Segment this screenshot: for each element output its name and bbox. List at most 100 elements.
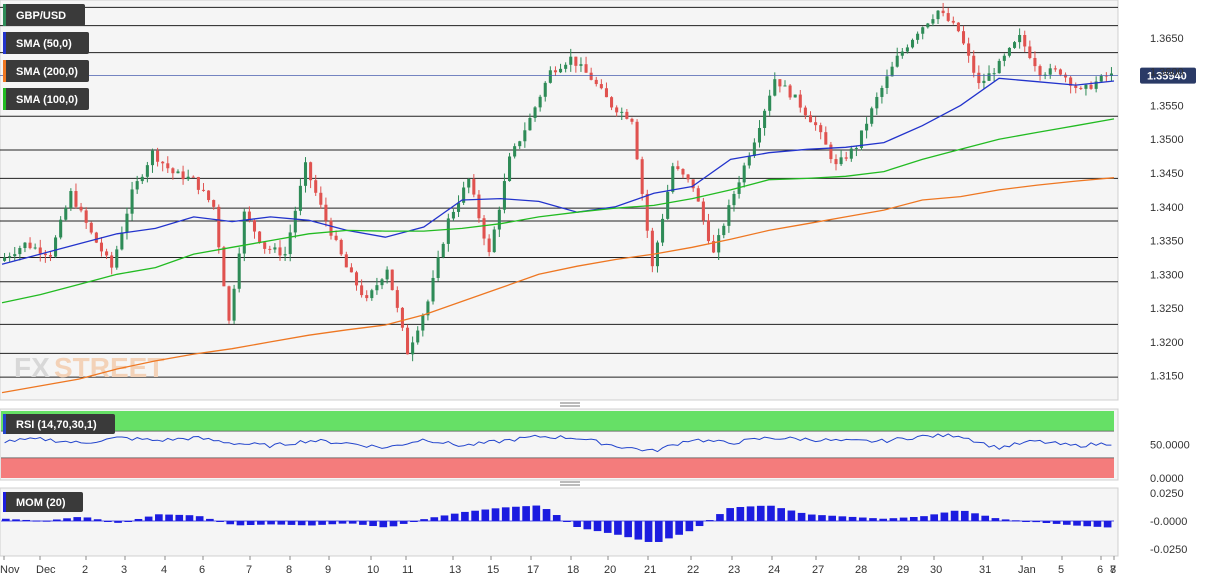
candle (64, 205, 68, 221)
candle (1038, 64, 1042, 81)
mom-bar (185, 515, 194, 521)
candle (620, 107, 624, 121)
candle (977, 65, 981, 89)
indicator-labels: RSI (14,70,30,1) MOM (20) (3, 414, 115, 512)
candle-body (84, 210, 88, 223)
candle-body (390, 269, 394, 291)
candle (110, 251, 114, 275)
candle (497, 206, 501, 238)
mom-bar (838, 516, 847, 521)
candle (324, 197, 328, 227)
candle (314, 174, 318, 196)
candle-body (288, 232, 292, 255)
candle-body (451, 211, 455, 219)
time-tick-label: 27 (812, 564, 824, 576)
mom-bar (328, 521, 337, 525)
mom-bar (216, 521, 224, 522)
mom-bar (430, 517, 439, 521)
candle (482, 215, 486, 246)
candle (145, 161, 149, 183)
mom-bar (1052, 521, 1061, 524)
candle (207, 190, 211, 203)
mom-bar (532, 505, 541, 521)
candle-body (610, 97, 614, 108)
candle (890, 61, 894, 77)
candle (910, 38, 915, 49)
candle (201, 183, 206, 192)
candle-body (421, 315, 425, 331)
mom-bar (297, 521, 306, 526)
current-price-marker: 1.35940 (0, 67, 1196, 84)
time-tick-label: 22 (687, 564, 699, 576)
rsi-tick-label: 0.0000 (1150, 473, 1184, 485)
candle (1018, 28, 1022, 49)
candle (564, 62, 568, 73)
time-tick-label: 24 (768, 564, 780, 576)
candle (1053, 65, 1057, 72)
candle-body (324, 204, 328, 221)
candle-body (508, 156, 512, 182)
candle-body (145, 165, 149, 177)
mom-bar (1042, 521, 1051, 524)
candle-body (824, 132, 828, 145)
mom-bar (359, 521, 367, 525)
mom-bar (399, 521, 408, 524)
candle-body (426, 301, 430, 316)
price-tick-label: 1.3300 (1150, 269, 1184, 281)
candle-body (870, 108, 874, 124)
candle (961, 25, 966, 46)
mom-tick-label: -0.0250 (1150, 544, 1187, 556)
candle (258, 230, 262, 244)
mom-bar (440, 515, 449, 521)
sma-200-line (1, 177, 1115, 394)
candle-body (1094, 81, 1098, 89)
candle-body (18, 248, 22, 255)
candle (227, 285, 231, 324)
mom-bar (940, 512, 949, 521)
time-tick-label: 7 (1110, 564, 1116, 576)
candle-body (553, 70, 557, 73)
candle-body (982, 80, 986, 84)
candle-body (798, 94, 802, 108)
candle-body (120, 232, 124, 250)
legend-swatch (3, 88, 6, 110)
panel-resize-handle[interactable] (560, 481, 580, 486)
candle (38, 239, 42, 262)
candle-body (645, 193, 649, 231)
time-tick-label: 8 (1110, 564, 1116, 576)
time-tick-label: 6 (1097, 564, 1103, 576)
candle-body (778, 79, 782, 87)
candle-body (319, 192, 323, 205)
candle (819, 122, 823, 140)
candle (569, 48, 573, 72)
legend-label: GBP/USD (16, 10, 66, 22)
candle (722, 223, 726, 239)
candle-body (890, 66, 894, 77)
candle-body (370, 290, 374, 299)
candle (125, 207, 129, 240)
candle (288, 224, 292, 262)
candle (655, 240, 659, 273)
mom-bar (32, 520, 41, 522)
candle-body (742, 165, 746, 183)
candle-body (298, 185, 302, 211)
candle-body (400, 307, 404, 328)
candle (334, 230, 338, 242)
candle-body (625, 111, 629, 119)
candle (23, 242, 27, 253)
candle-body (752, 142, 756, 157)
candle (972, 50, 976, 78)
candle (956, 22, 960, 33)
price-tick-label: 1.3550 (1150, 100, 1184, 112)
candle (8, 252, 12, 262)
mom-bar (848, 516, 857, 521)
rsi-oversold-zone (1, 457, 1114, 478)
panel-resize-handle[interactable] (560, 402, 580, 407)
candle (375, 277, 379, 295)
candle (309, 161, 313, 189)
candle (18, 245, 22, 261)
candle-body (956, 22, 960, 32)
candle-body (74, 191, 78, 207)
mom-bar (155, 514, 163, 521)
candle (411, 336, 415, 362)
